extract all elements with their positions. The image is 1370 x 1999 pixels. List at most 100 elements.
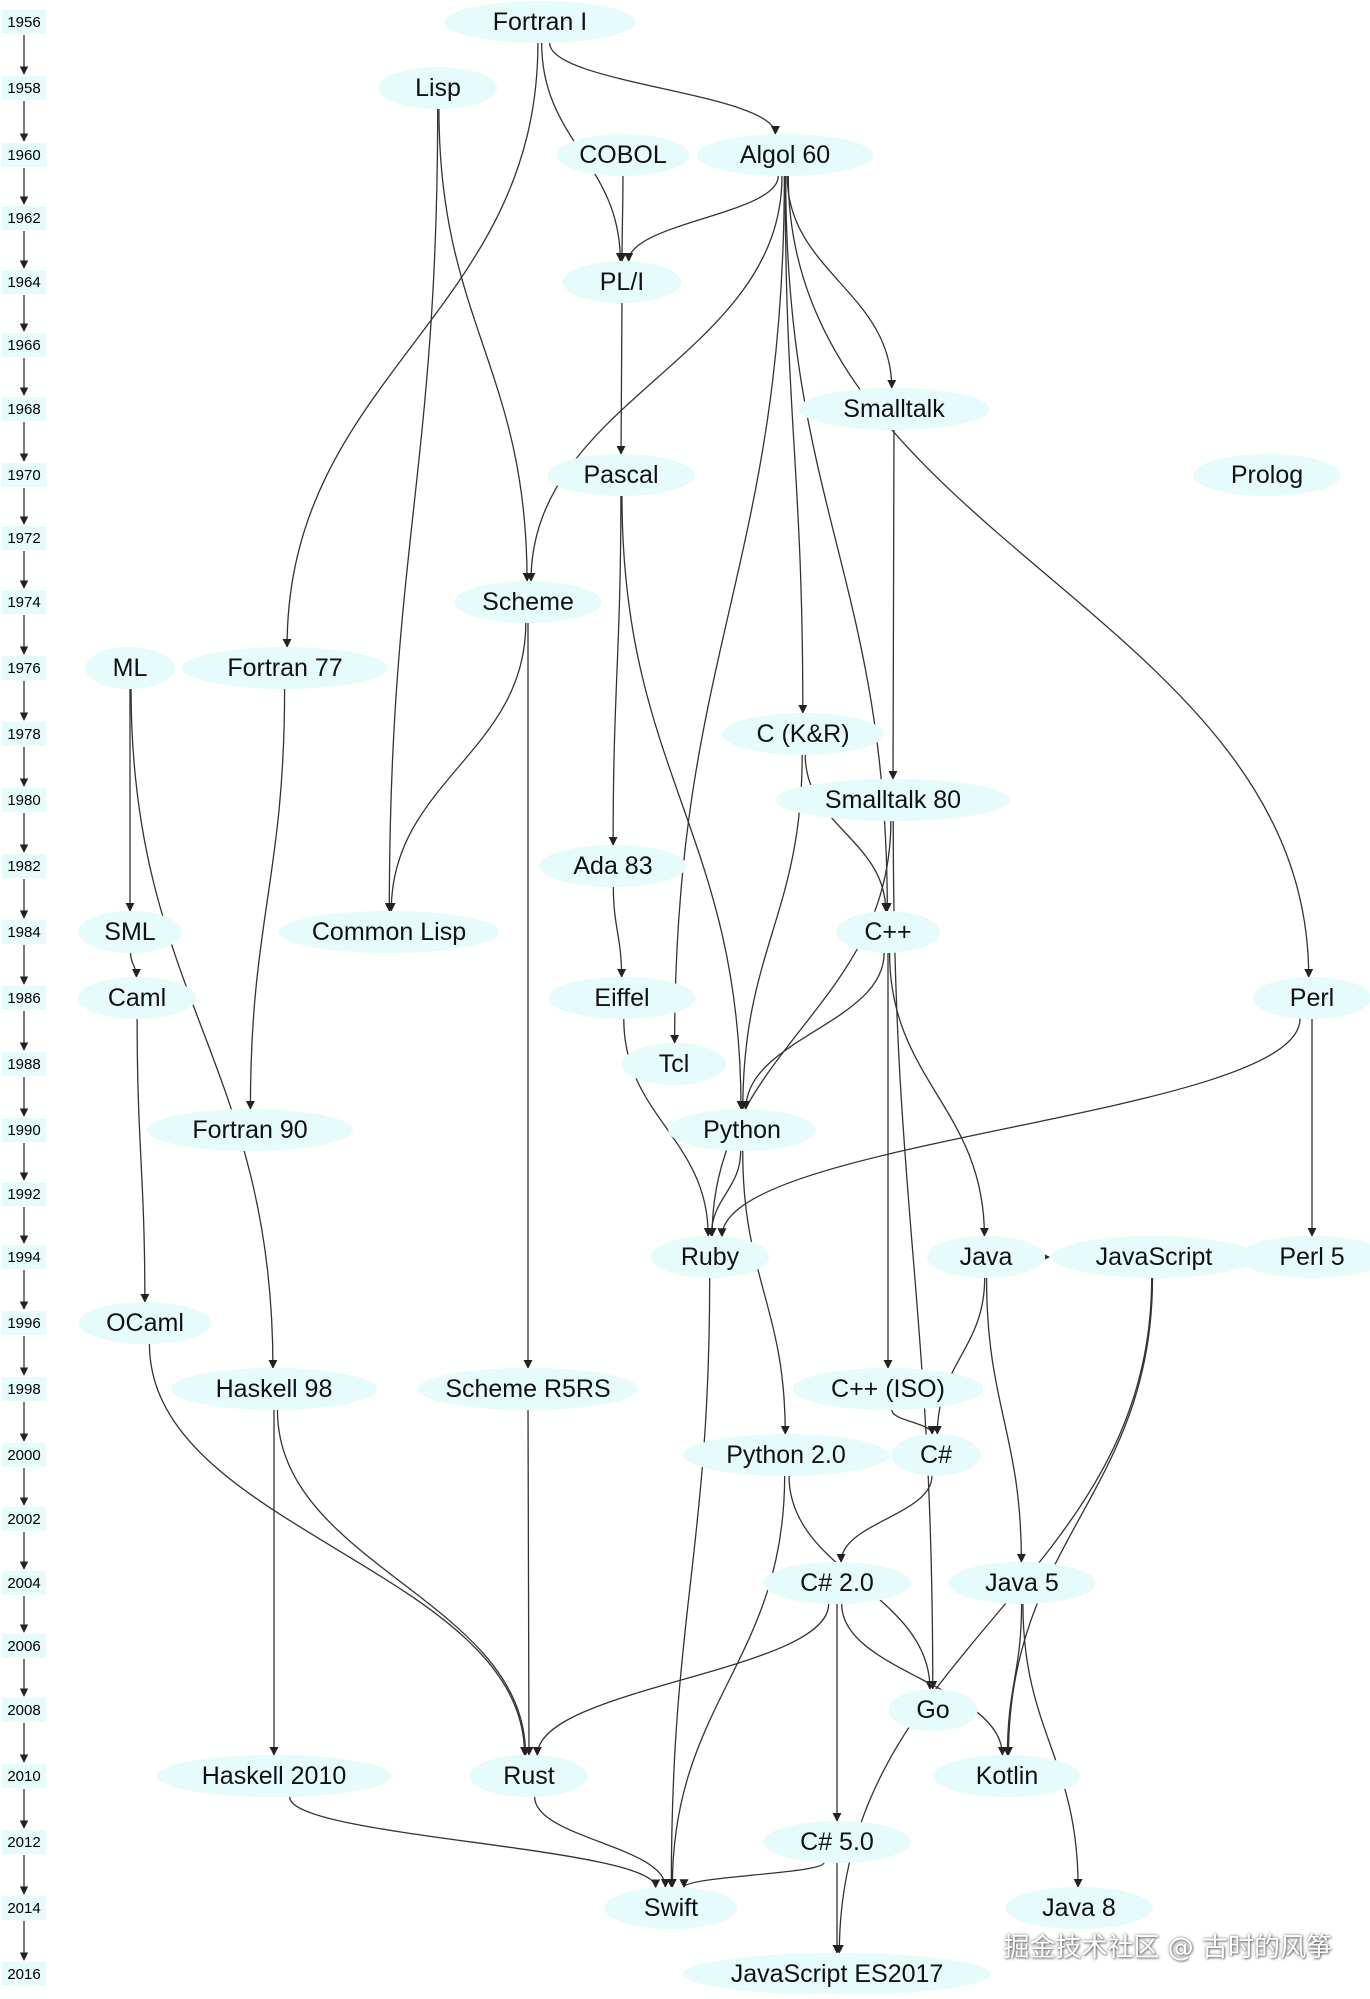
node-perl5: Perl 5 (1238, 1236, 1370, 1278)
node-smalltalk80: Smalltalk 80 (775, 779, 1011, 821)
node-ellipse (562, 261, 682, 303)
year-timeline: 1956 1958 1960 1962 1964 1966 1968 1970 1972 1974… (2, 10, 46, 1986)
year-label-bg (2, 722, 46, 746)
year-label: 2014 (7, 1900, 40, 1917)
edge-ocaml-to-rust (148, 1343, 530, 1756)
node-csharp20: C# 2.0 (763, 1562, 911, 1604)
year-label: 2000 (7, 1447, 40, 1464)
edge-javascript-to-kotlin (1003, 1277, 1154, 1756)
edge-algol60-to-tcl (670, 175, 786, 1044)
node-cpp: C++ (836, 911, 940, 953)
year-label: 2008 (7, 1702, 40, 1719)
year-label: 1956 (7, 14, 40, 31)
edge-haskell2010-to-swift (288, 1796, 661, 1889)
node-label: Pascal (583, 461, 658, 489)
edge-java-to-java5 (985, 1277, 1026, 1563)
node-label: Python (703, 1116, 781, 1144)
node-python20: Python 2.0 (683, 1434, 889, 1476)
edge-eiffel-to-ruby (623, 1018, 713, 1237)
node-pascal: Pascal (547, 454, 695, 496)
node-label: JavaScript (1096, 1243, 1213, 1271)
year-label-bg (2, 1311, 46, 1335)
node-ellipse (547, 454, 695, 496)
node-lisp: Lisp (378, 67, 498, 109)
node-ellipse (792, 1368, 984, 1410)
node-label: Fortran 77 (227, 654, 342, 682)
edge-fortran1-to-algol60 (548, 42, 780, 136)
node-cppiso: C++ (ISO) (792, 1368, 984, 1410)
influence-edges (125, 42, 1317, 1954)
edge-cpp-to-java (888, 952, 989, 1237)
node-ellipse (78, 911, 182, 953)
node-label: Smalltalk 80 (825, 786, 961, 814)
edge-fortran77-to-fortran90 (245, 688, 286, 1110)
edge-python20-to-swift (667, 1475, 786, 1888)
edge-algol60-to-ckr (784, 175, 808, 714)
edge-cobol-to-pli (617, 175, 627, 262)
node-scheme: Scheme (454, 581, 602, 623)
node-ellipse (1238, 1236, 1370, 1278)
year-label-bg (2, 1830, 46, 1854)
node-ellipse (548, 977, 696, 1019)
edge-csharp20-to-rust (532, 1603, 830, 1757)
node-label: Scheme R5RS (445, 1375, 610, 1403)
node-ellipse (798, 388, 990, 430)
node-perl: Perl (1252, 977, 1370, 1019)
edge-fortran1-to-fortran77 (282, 42, 539, 648)
node-label: C (K&R) (756, 720, 849, 748)
year-label: 1988 (7, 1056, 40, 1073)
year-label-bg (2, 206, 46, 230)
node-commonlisp: Common Lisp (278, 911, 500, 953)
year-label-bg (2, 463, 46, 487)
node-label: Caml (108, 984, 166, 1012)
year-label-bg (2, 526, 46, 550)
node-label: Fortran 90 (192, 1116, 307, 1144)
year-label: 1968 (7, 401, 40, 418)
node-java5: Java 5 (948, 1562, 1096, 1604)
node-label: Java (960, 1243, 1013, 1271)
node-label: C# 5.0 (800, 1828, 874, 1856)
year-label: 1992 (7, 1186, 40, 1203)
node-ellipse (891, 1434, 981, 1476)
node-label: Prolog (1231, 461, 1303, 489)
year-label: 2004 (7, 1575, 40, 1592)
node-kotlin: Kotlin (933, 1755, 1081, 1797)
node-ellipse (775, 779, 1011, 821)
node-python: Python (668, 1109, 816, 1151)
year-label: 2002 (7, 1511, 40, 1528)
node-prolog: Prolog (1193, 454, 1341, 496)
node-java: Java (926, 1236, 1046, 1278)
year-label-bg (2, 1507, 46, 1531)
edge-python-to-ruby (706, 1150, 742, 1237)
year-label: 2010 (7, 1768, 40, 1785)
node-label: Swift (644, 1894, 698, 1922)
node-label: Perl 5 (1279, 1243, 1344, 1271)
node-ellipse (948, 1562, 1096, 1604)
year-label: 1980 (7, 792, 40, 809)
year-label-bg (2, 1571, 46, 1595)
edge-scheme-to-commonlisp (386, 622, 527, 912)
node-ellipse (926, 1236, 1046, 1278)
edge-python-to-python20 (742, 1150, 790, 1435)
year-label-bg (2, 788, 46, 812)
node-go: Go (888, 1689, 978, 1731)
year-label-bg (2, 1698, 46, 1722)
node-ellipse (1193, 454, 1341, 496)
year-label-bg (2, 854, 46, 878)
node-ellipse (763, 1562, 911, 1604)
node-ellipse (147, 1109, 353, 1151)
edge-sml-to-caml (129, 952, 141, 978)
year-label: 2006 (7, 1638, 40, 1655)
year-label-bg (2, 333, 46, 357)
node-ellipse (1005, 1887, 1153, 1929)
node-ellipse (378, 67, 498, 109)
node-fortran77: Fortran 77 (182, 647, 388, 689)
node-label: Tcl (659, 1050, 690, 1078)
edge-algol60-to-smalltalk (786, 175, 897, 389)
year-label: 2016 (7, 1966, 40, 1983)
node-ellipse (1252, 977, 1370, 1019)
node-ellipse (682, 1953, 992, 1995)
year-label-bg (2, 1245, 46, 1269)
